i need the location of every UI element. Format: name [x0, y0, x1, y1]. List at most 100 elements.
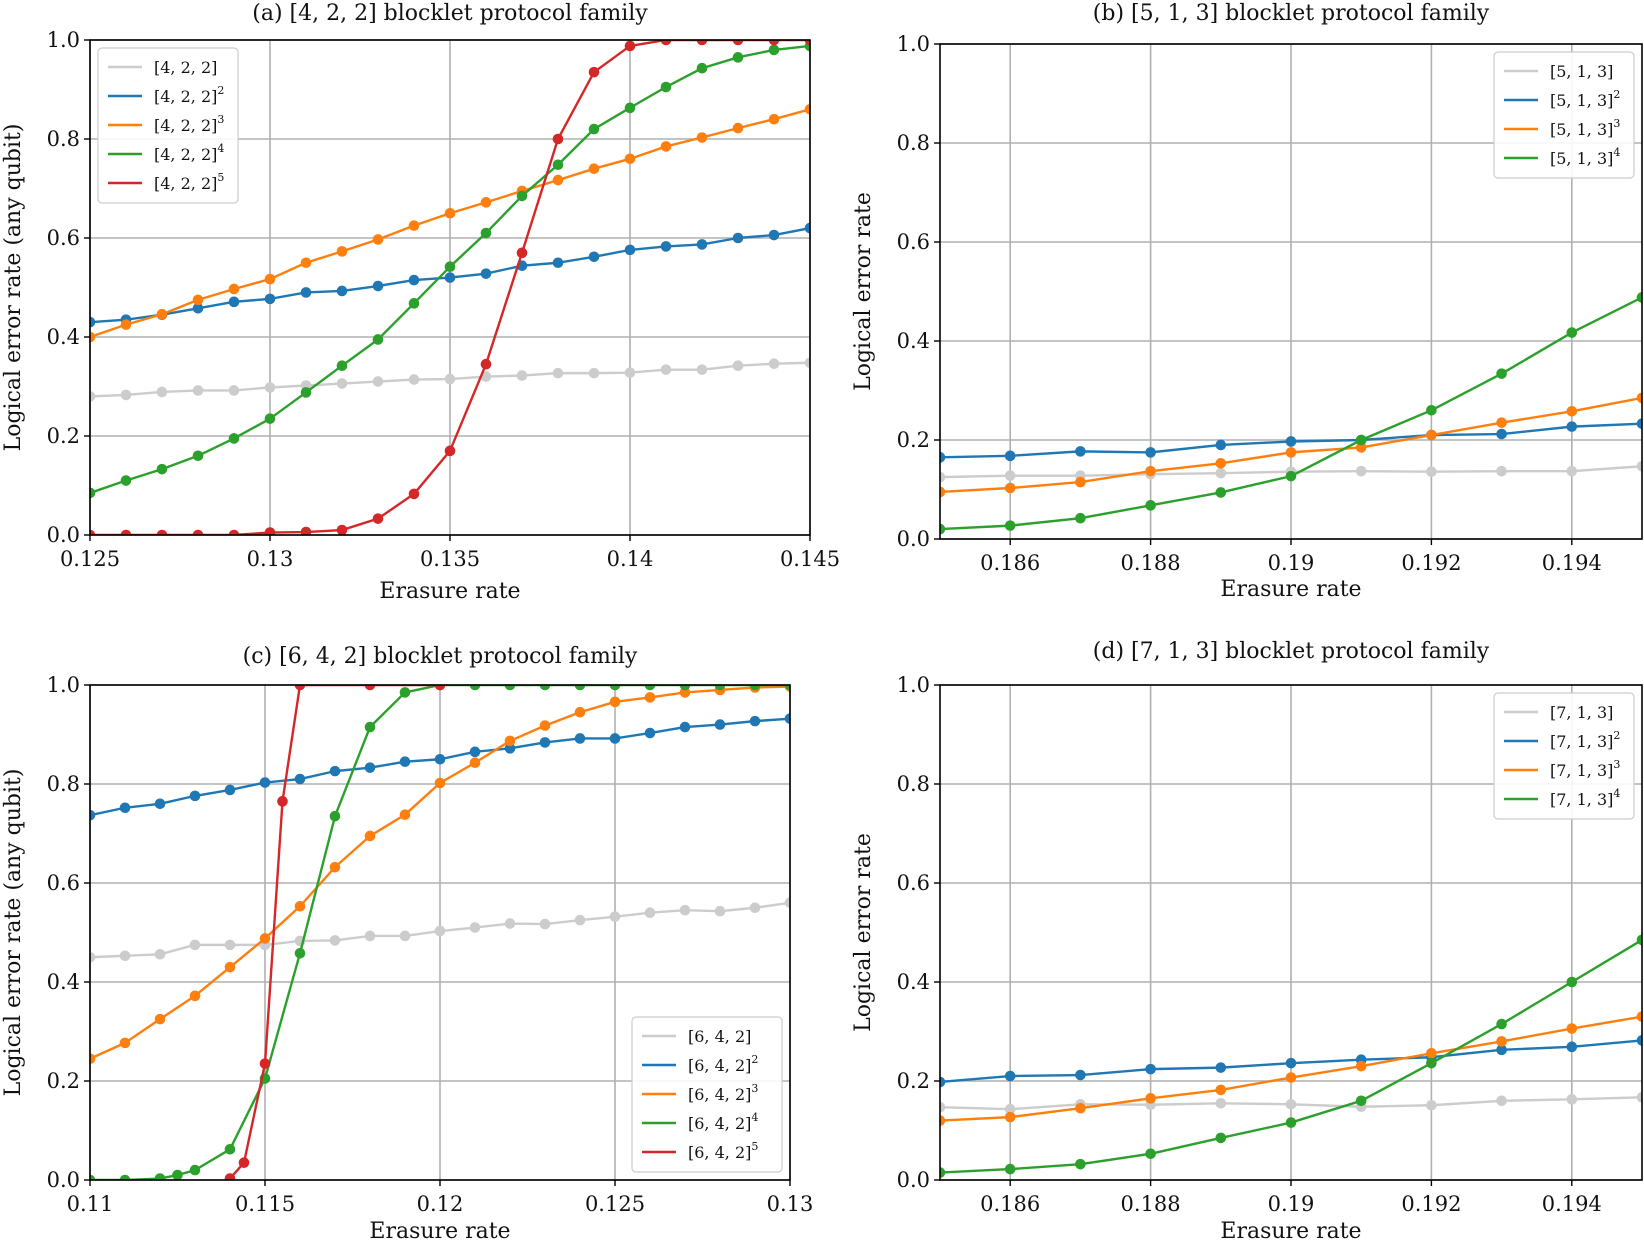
data-point	[294, 900, 306, 912]
y-tick-label: 0.0	[897, 527, 930, 551]
data-point	[408, 274, 420, 286]
series-base	[940, 1092, 1642, 1115]
data-point	[1285, 436, 1297, 447]
data-point	[90, 391, 96, 402]
data-point	[768, 113, 780, 125]
legend-entry-superscript: 3	[1613, 758, 1620, 771]
data-point	[119, 1037, 131, 1049]
data-point	[90, 809, 96, 821]
data-point	[364, 762, 376, 773]
data-point	[768, 229, 780, 241]
legend-entry-superscript: 5	[751, 1140, 758, 1153]
data-point	[1285, 1117, 1297, 1128]
data-point	[372, 280, 384, 292]
legend-entry: [6, 4, 2]	[688, 1027, 751, 1046]
x-tick-label: 0.194	[1542, 551, 1602, 575]
data-point	[90, 1053, 96, 1065]
data-point	[732, 232, 744, 244]
data-point	[574, 706, 586, 718]
x-tick-label: 0.145	[780, 547, 840, 571]
x-tick-label: 0.13	[767, 1192, 814, 1216]
data-point	[1566, 465, 1578, 477]
data-point	[120, 475, 132, 486]
data-point	[1636, 934, 1642, 946]
data-point	[588, 123, 600, 135]
chart-title: (d) [7, 1, 3] blocklet protocol family	[1093, 639, 1490, 664]
data-point	[480, 227, 492, 239]
data-point	[1215, 487, 1227, 498]
data-point	[329, 765, 341, 777]
legend-box	[1493, 692, 1635, 820]
data-point	[940, 486, 946, 498]
legend-entry-superscript: 3	[751, 1082, 758, 1095]
data-point	[804, 104, 810, 115]
chart-panel-a: 0.125 0.13 0.135 0.14 0.145 0.0 0.2 0.4 0.6 0.8 1.…	[1, 1, 840, 604]
legend: [5, 1, 3][5, 1, 3]2[5, 1, 3]3[5, 1, 3]4	[1493, 51, 1635, 179]
data-point	[1004, 520, 1016, 531]
legend-entry-superscript: 5	[217, 171, 224, 184]
data-point	[940, 1101, 946, 1113]
data-point	[1496, 465, 1507, 477]
data-point	[1636, 1011, 1642, 1022]
legend-box	[97, 47, 239, 204]
data-point	[1285, 447, 1297, 458]
data-point	[444, 373, 456, 385]
data-point	[1636, 418, 1642, 429]
data-point	[90, 951, 96, 963]
legend-entry: [4, 2, 2]4	[154, 142, 224, 164]
y-tick-label: 0.8	[47, 772, 80, 796]
x-tick-label: 0.19	[1268, 1192, 1315, 1216]
data-point	[1496, 1044, 1507, 1056]
data-point	[696, 364, 708, 375]
data-point	[1004, 470, 1016, 481]
data-point	[1145, 465, 1156, 477]
data-point	[588, 66, 600, 78]
data-point	[192, 450, 204, 462]
data-point	[469, 685, 481, 691]
data-point	[1636, 1092, 1642, 1103]
x-tick-label: 0.194	[1542, 1192, 1602, 1216]
data-point	[552, 367, 564, 379]
data-point	[732, 360, 744, 372]
data-point	[644, 692, 656, 703]
data-point	[259, 1058, 271, 1069]
data-point	[329, 935, 341, 946]
series-line	[90, 685, 790, 1180]
data-point	[154, 1013, 166, 1025]
data-point	[1075, 1158, 1086, 1170]
series-power-4	[940, 292, 1642, 535]
data-point	[1145, 1093, 1156, 1104]
data-point	[679, 721, 691, 733]
y-tick-label: 0.8	[897, 131, 930, 155]
data-point	[1496, 417, 1507, 428]
data-point	[609, 911, 621, 922]
data-point	[228, 385, 240, 396]
data-point	[1566, 405, 1578, 417]
legend-entry-name: [4, 2, 2]	[154, 116, 217, 135]
data-point	[1496, 1095, 1507, 1107]
x-axis-label: Erasure rate	[1220, 1219, 1361, 1240]
data-point	[119, 802, 131, 814]
data-point	[624, 40, 636, 52]
data-point	[300, 387, 312, 398]
data-point	[294, 947, 306, 959]
data-point	[264, 527, 276, 535]
data-point	[120, 529, 132, 535]
data-point	[588, 367, 600, 379]
series-base	[90, 357, 810, 402]
data-point	[552, 159, 564, 171]
data-point	[1355, 434, 1367, 446]
data-point	[539, 918, 551, 930]
data-point	[804, 357, 810, 369]
data-point	[1075, 512, 1086, 524]
legend-entry-superscript: 4	[217, 142, 224, 155]
data-point	[504, 743, 516, 754]
data-point	[238, 1157, 250, 1168]
series-power-2	[90, 713, 790, 821]
data-point	[1636, 1035, 1642, 1046]
data-point	[940, 523, 946, 535]
legend-entry: [7, 1, 3]	[1550, 703, 1613, 722]
data-point	[480, 197, 492, 208]
data-point	[1215, 457, 1227, 469]
data-point	[228, 296, 240, 308]
